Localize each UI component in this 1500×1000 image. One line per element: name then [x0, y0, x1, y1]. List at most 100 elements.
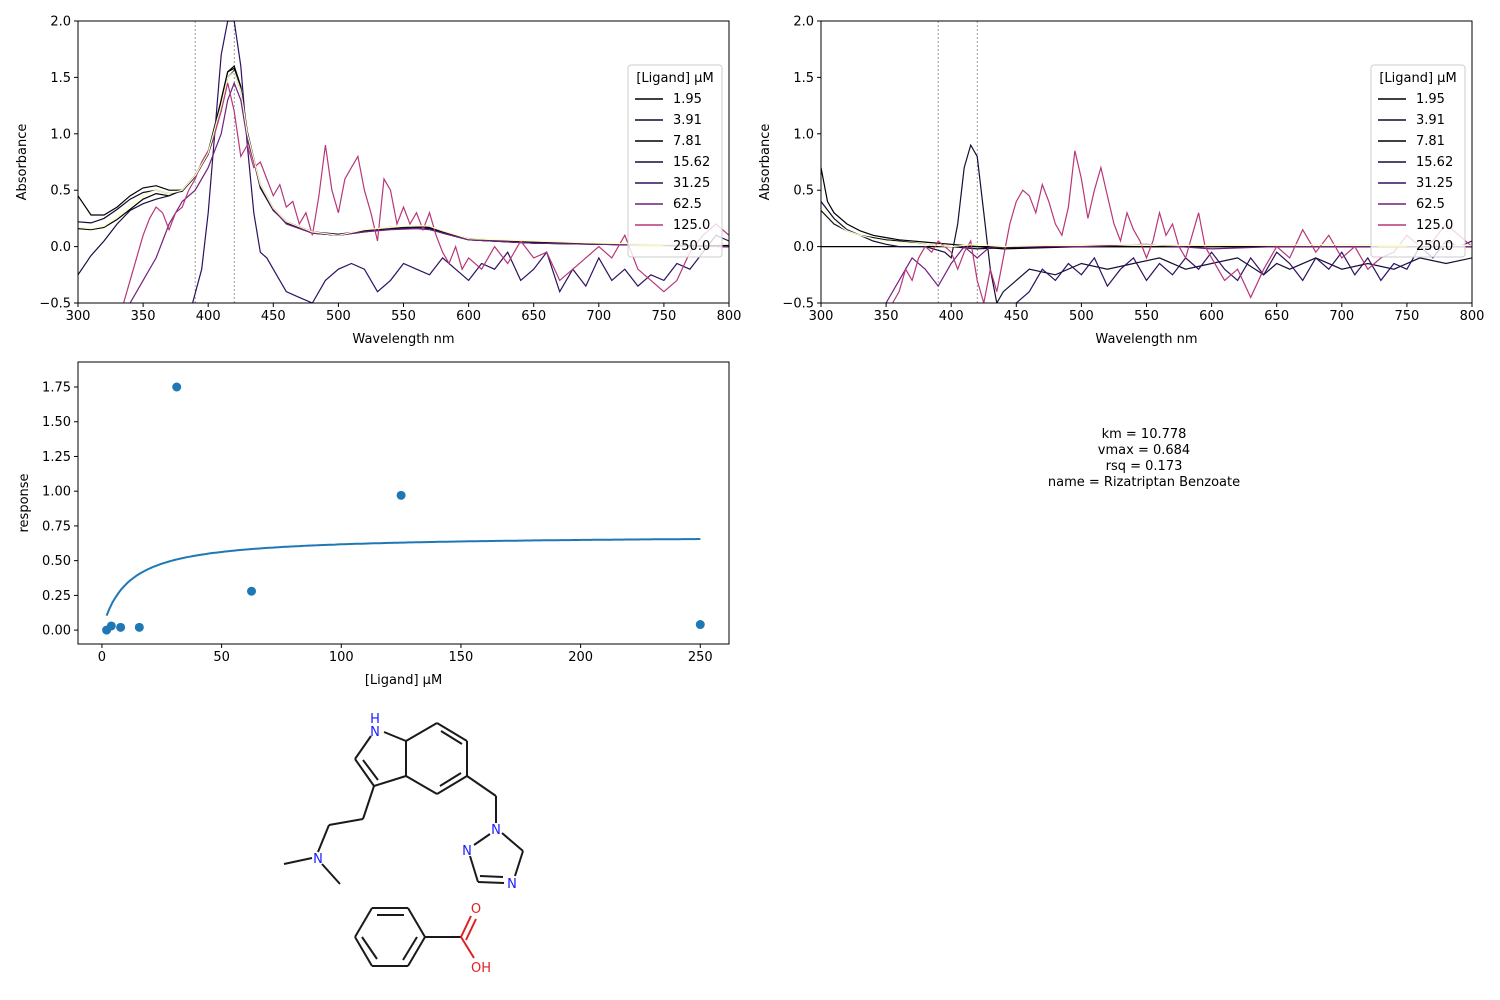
svg-text:N: N	[462, 844, 472, 859]
vmax-text: vmax = 0.684	[1098, 443, 1190, 458]
plot-area	[78, 21, 729, 303]
x-axis-label: Wavelength nm	[1095, 332, 1197, 347]
legend-label-31.25: 31.25	[1416, 176, 1453, 191]
x-tick-label: 800	[717, 309, 742, 324]
y-tick-label: 1.0	[793, 127, 814, 142]
spectrum-chart-difference: 300 350 400 450 500 550 600 650 700 750 800 −0.5 0.0…	[758, 15, 1484, 348]
y-tick-label: 0.25	[42, 589, 71, 604]
legend-label-3.91: 3.91	[1416, 113, 1445, 128]
y-tick-label: 0.50	[42, 554, 71, 569]
spectrum-chart-raw: 300 350 400 450 500 550 600 650 700 750 800 −0.5 0.0…	[15, 15, 741, 348]
y-tick-label: 2.0	[793, 15, 814, 30]
series-line-250.0	[78, 70, 729, 245]
legend-label-3.91: 3.91	[673, 113, 702, 128]
x-tick-label: 500	[1069, 309, 1094, 324]
legend-label-31.25: 31.25	[673, 176, 710, 191]
x-tick-label: 300	[809, 309, 834, 324]
x-tick-label: 400	[196, 309, 221, 324]
y-tick-label: 0.0	[50, 240, 71, 255]
legend-label-7.81: 7.81	[673, 134, 702, 149]
y-tick-label: −0.5	[782, 297, 814, 312]
y-tick-label: 0.00	[42, 624, 71, 639]
x-tick-label: 0	[98, 650, 106, 665]
x-axis-label: Wavelength nm	[352, 332, 454, 347]
x-tick-label: 650	[1264, 309, 1289, 324]
rsq-text: rsq = 0.173	[1106, 459, 1183, 474]
data-point	[134, 622, 144, 632]
x-tick-label: 550	[391, 309, 416, 324]
fit-parameters: km = 10.778 vmax = 0.684 rsq = 0.173 nam…	[1048, 427, 1240, 490]
legend-label-125.0: 125.0	[673, 218, 710, 233]
x-tick-label: 150	[449, 650, 474, 665]
saturation-fit-chart: 0 50 100 150 200 250 0.00 0.25 0.50 0.75 1.00 1.25 1…	[17, 361, 730, 688]
fit-curve	[105, 538, 701, 616]
legend-label-62.5: 62.5	[673, 197, 702, 212]
y-tick-label: 0.5	[793, 184, 814, 199]
legend-label-250.0: 250.0	[1416, 239, 1453, 254]
legend-label-62.5: 62.5	[1416, 197, 1445, 212]
plot-frame	[77, 361, 730, 645]
series-line-15.62	[821, 143, 1472, 303]
legend-label-125.0: 125.0	[1416, 218, 1453, 233]
legend: [Ligand] µM 1.95 3.91 7.81 15.62 31.25 62.5 125…	[627, 64, 723, 258]
x-tick-label: 350	[874, 309, 899, 324]
km-text: km = 10.778	[1102, 427, 1187, 442]
x-tick-label: 750	[1394, 309, 1419, 324]
y-tick-label: 1.00	[42, 485, 71, 500]
y-tick-label: 1.0	[50, 127, 71, 142]
x-tick-label: 800	[1460, 309, 1485, 324]
svg-text:O: O	[471, 902, 481, 917]
x-tick-label: 250	[688, 650, 713, 665]
x-tick-label: 600	[1199, 309, 1224, 324]
x-tick-label: 500	[326, 309, 351, 324]
data-point	[106, 621, 116, 631]
plot-area	[821, 21, 1472, 303]
legend-label-15.62: 15.62	[1416, 155, 1453, 170]
series-line-31.25	[1015, 240, 1472, 303]
x-tick-label: 50	[213, 650, 230, 665]
molecule-atom-labels: H N N N N N O OH	[313, 712, 517, 976]
x-tick-label: 700	[586, 309, 611, 324]
compound-name-text: name = Rizatriptan Benzoate	[1048, 475, 1240, 490]
x-tick-label: 650	[521, 309, 546, 324]
x-tick-label: 550	[1134, 309, 1159, 324]
data-point	[695, 620, 705, 630]
y-tick-label: 0.75	[42, 519, 71, 534]
plot-frame	[820, 20, 1473, 304]
y-axis-label: response	[17, 473, 32, 532]
x-tick-label: 600	[456, 309, 481, 324]
legend-label-15.62: 15.62	[673, 155, 710, 170]
y-tick-label: 2.0	[50, 15, 71, 30]
x-tick-label: 350	[131, 309, 156, 324]
data-point	[396, 490, 406, 500]
svg-text:N: N	[491, 823, 501, 838]
legend-title: [Ligand] µM	[1379, 71, 1456, 86]
y-axis-label: Absorbance	[758, 124, 773, 201]
legend-title: [Ligand] µM	[636, 71, 713, 86]
legend-label-1.95: 1.95	[1416, 92, 1445, 107]
svg-text:N: N	[507, 877, 517, 892]
plot-area	[102, 382, 705, 635]
x-tick-label: 450	[1004, 309, 1029, 324]
x-tick-label: 300	[66, 309, 91, 324]
svg-text:N: N	[313, 852, 323, 867]
y-tick-label: 1.75	[42, 381, 71, 396]
series-line-7.81	[821, 167, 1472, 250]
legend-label-7.81: 7.81	[1416, 134, 1445, 149]
legend-label-1.95: 1.95	[673, 92, 702, 107]
legend-box	[1370, 64, 1466, 258]
x-axis-label: [Ligand] µM	[365, 673, 442, 688]
svg-text:H: H	[370, 712, 380, 727]
legend-box	[627, 64, 723, 258]
x-tick-label: 450	[261, 309, 286, 324]
molecule-structure	[283, 722, 524, 967]
data-point	[247, 586, 257, 596]
x-tick-label: 200	[568, 650, 593, 665]
data-point	[172, 382, 182, 392]
y-tick-label: 1.25	[42, 450, 71, 465]
data-point	[116, 622, 126, 632]
x-tick-label: 750	[651, 309, 676, 324]
y-tick-label: 1.5	[50, 71, 71, 86]
x-tick-label: 100	[329, 650, 354, 665]
